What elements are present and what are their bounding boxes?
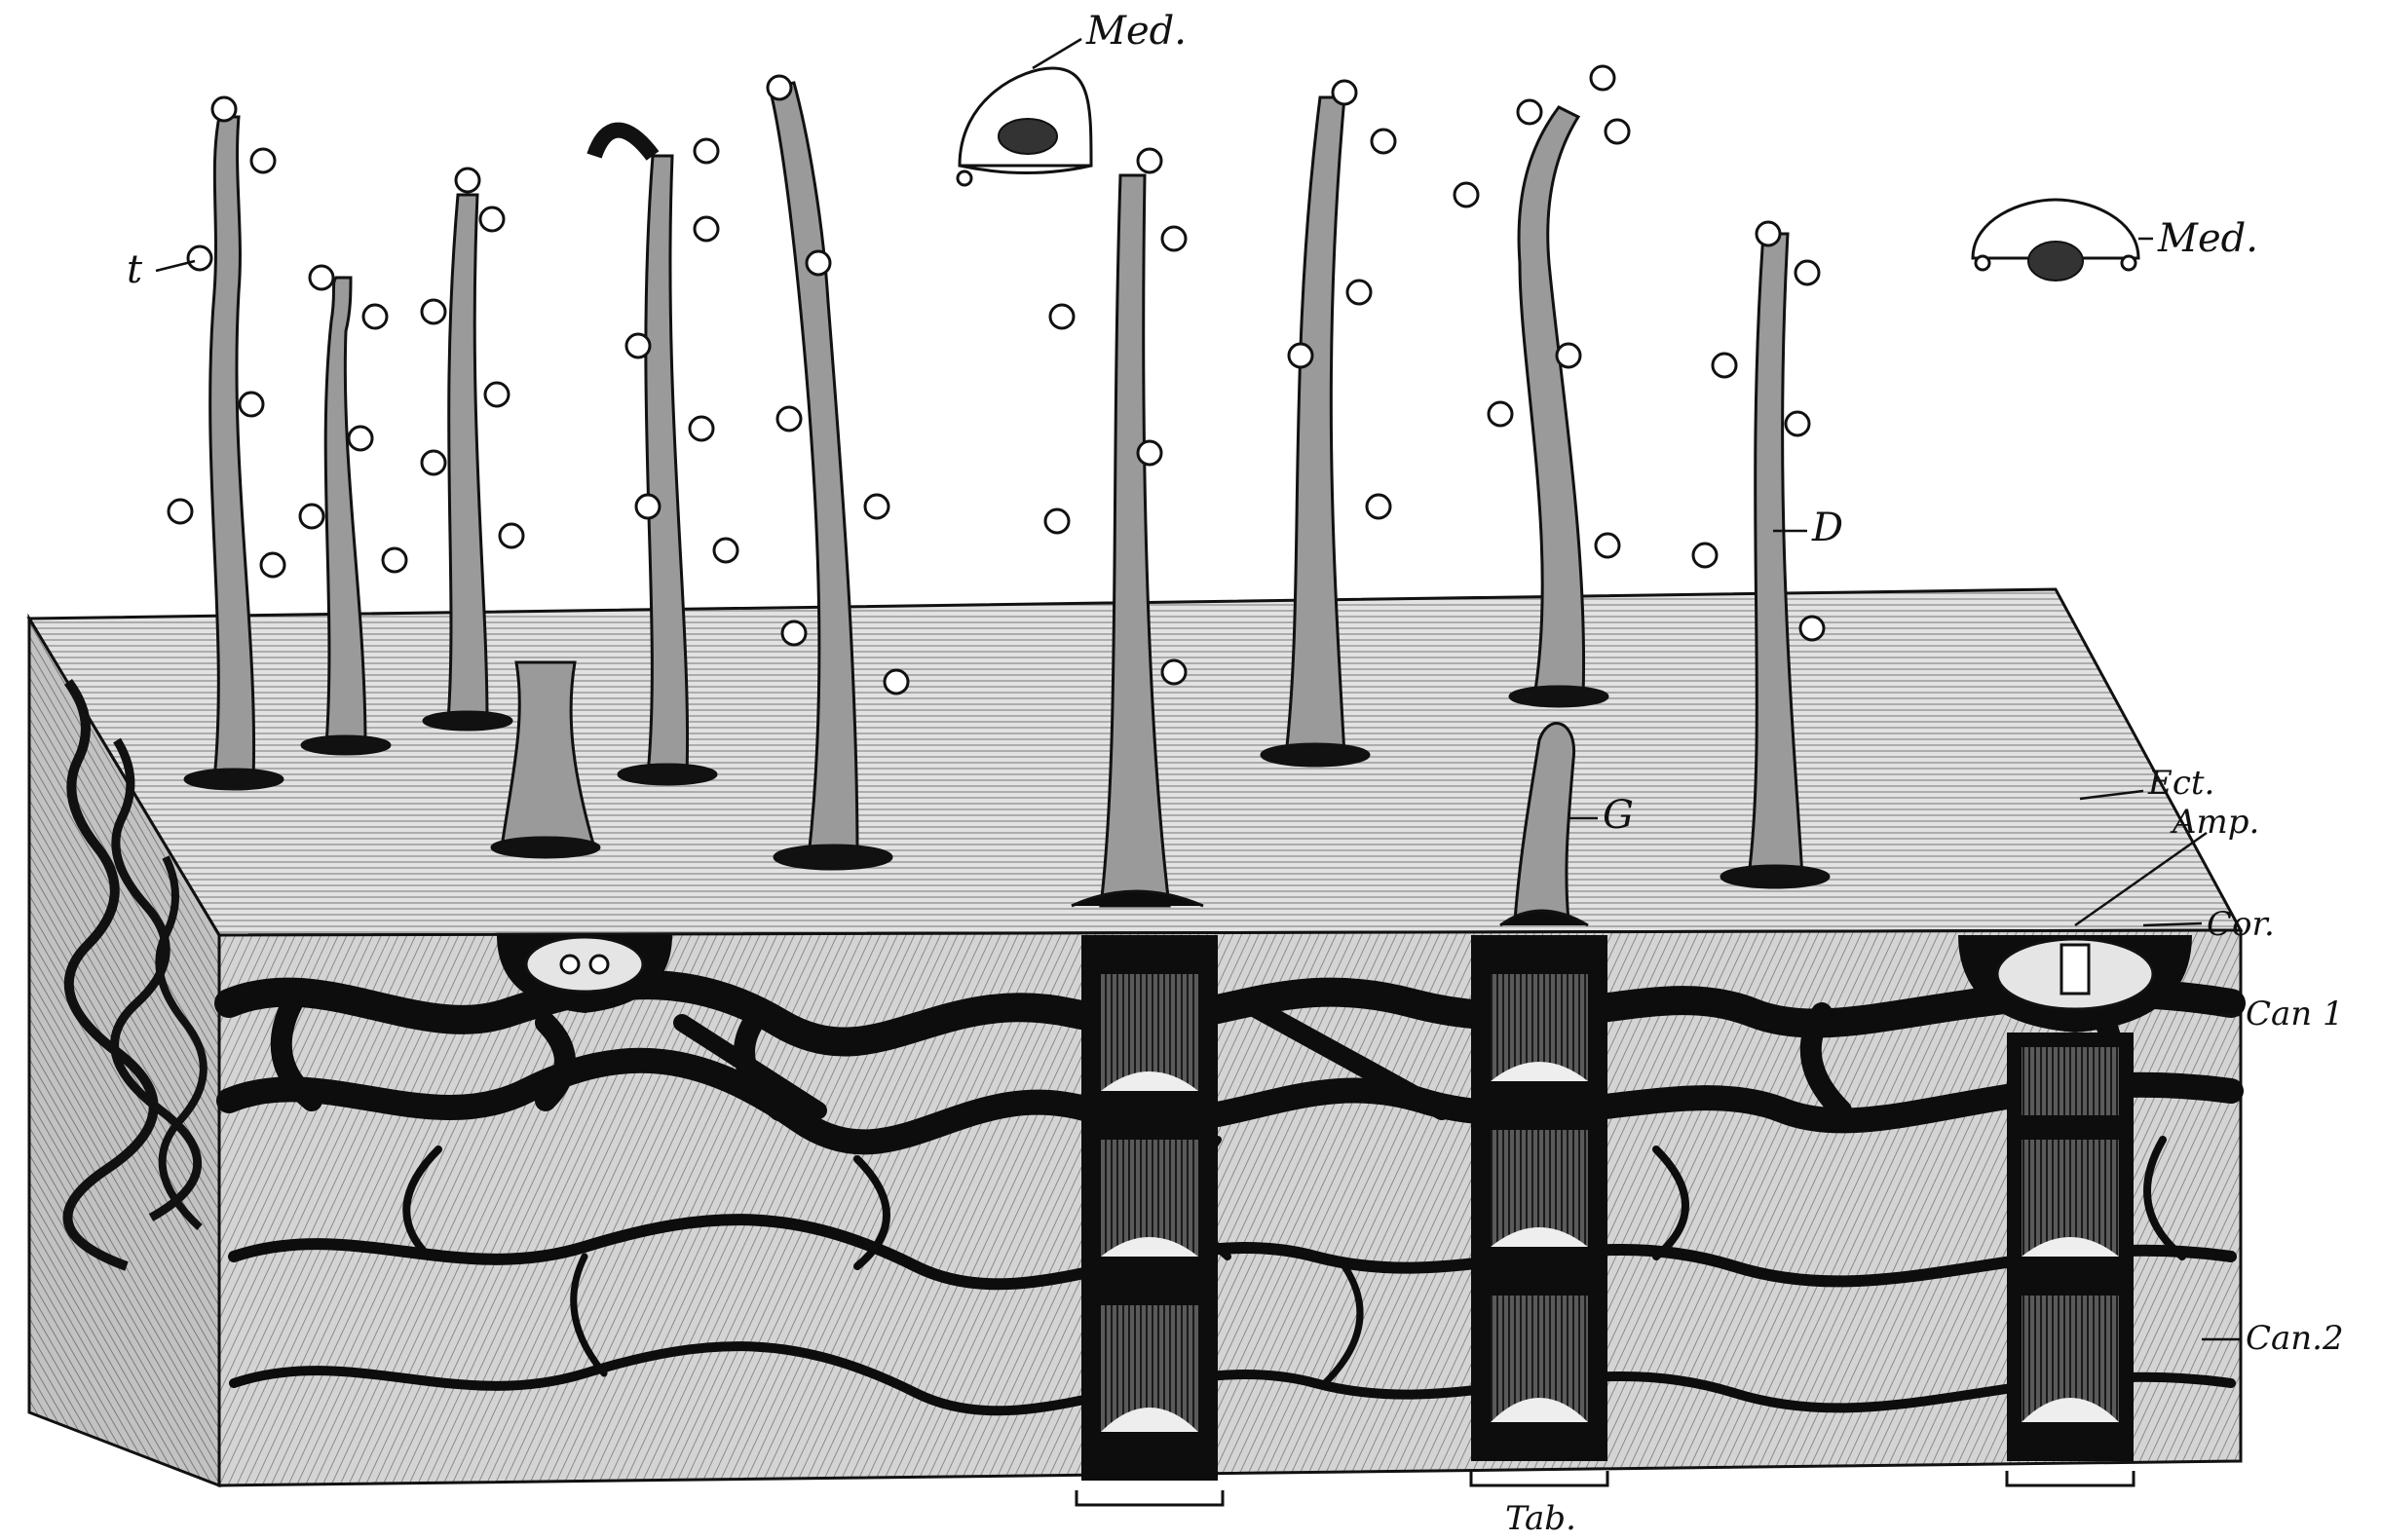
ampulla-left [497, 935, 672, 1013]
label-amp: Amp. [2170, 803, 2259, 842]
tabulae-column-3 [2007, 1033, 2134, 1461]
block-front-face [214, 928, 2246, 1507]
label-med-right: Med. [2157, 216, 2258, 261]
label-tab: Tab. [1505, 1499, 1576, 1538]
polyp [1508, 105, 1609, 708]
polyps [183, 81, 1831, 927]
polyp [183, 115, 284, 791]
polyp [1071, 173, 1204, 908]
ampulla-right [1958, 935, 2192, 1033]
tabulae-column-1 [1081, 935, 1218, 1481]
polyp [300, 276, 392, 756]
polyp [1720, 232, 1831, 889]
polyp [768, 81, 893, 871]
short-polyp [490, 660, 601, 859]
leader-lines [155, 37, 2241, 1341]
label-can1: Can 1 [2246, 995, 2344, 1033]
label-g: G [1603, 793, 1634, 838]
label-t: t [127, 247, 143, 292]
medusa-top [956, 66, 1093, 187]
polyp [586, 122, 718, 786]
tab-brackets [1075, 1471, 2135, 1507]
label-med-top: Med. [1085, 9, 1187, 54]
polyp [422, 193, 513, 732]
medusa-right [1971, 198, 2140, 282]
gastrozooid [1499, 722, 1589, 927]
tabulae-column-2 [1471, 935, 1607, 1461]
label-d: D [1811, 506, 1843, 550]
label-cor: Cor. [2207, 905, 2275, 944]
label-can2: Can.2 [2246, 1319, 2344, 1358]
label-ect: Ect. [2147, 764, 2214, 803]
tentacle-knobs [167, 64, 1826, 695]
